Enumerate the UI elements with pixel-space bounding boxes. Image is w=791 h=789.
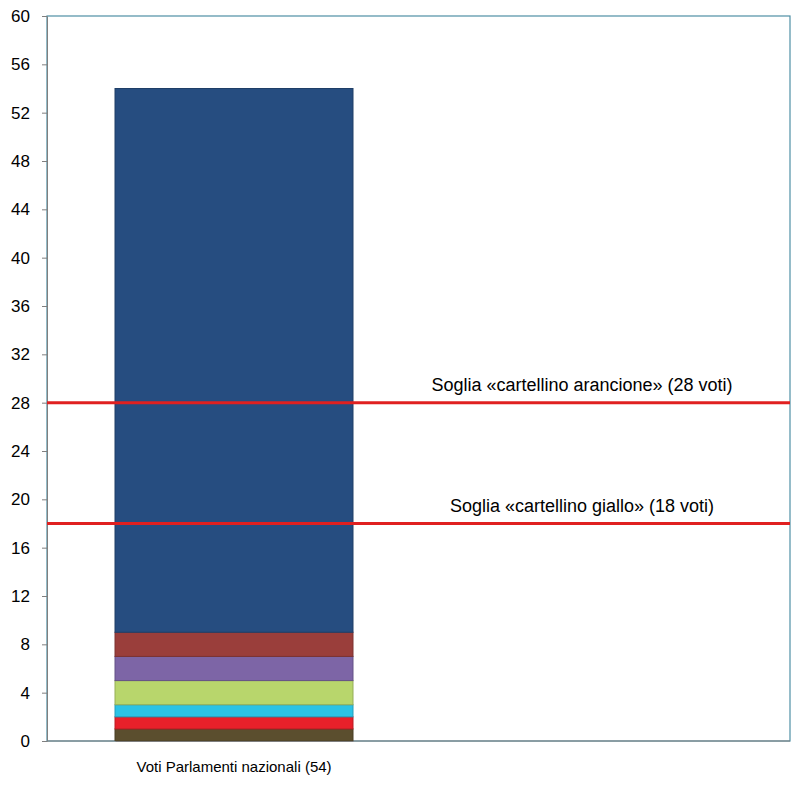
x-tick-label: Voti Parlamenti nazionali (54) [136,758,331,775]
y-tick-mark [42,451,47,452]
y-tick-label: 16 [11,539,30,558]
y-axis-line [47,17,48,742]
bar-segment [115,632,353,656]
y-tick: 56 [11,55,47,74]
y-tick-mark [42,693,47,694]
y-tick: 44 [11,200,47,219]
bar-segment [115,729,353,741]
bar-segment [115,705,353,717]
y-tick: 16 [11,539,47,558]
y-tick: 40 [11,249,47,268]
y-tick-label: 24 [11,442,30,461]
y-tick-mark [42,161,47,162]
bar-segment [115,717,353,729]
x-tick: Voti Parlamenti nazionali (54) [136,758,331,775]
threshold-lines [47,403,790,524]
y-tick-mark [42,64,47,65]
y-tick-mark [42,741,47,742]
chart: 04812162024283236404448525660Voti Parlam… [0,0,791,789]
y-tick-label: 56 [11,55,30,74]
y-tick: 60 [11,7,47,26]
y-tick: 52 [11,104,47,123]
y-tick-label: 4 [21,684,30,703]
bar-segment [115,89,353,633]
y-tick-label: 32 [11,345,30,364]
y-tick: 48 [11,152,47,171]
plot-frame [47,16,790,741]
bar-segment [115,681,353,705]
y-tick-label: 48 [11,152,30,171]
x-axis: Voti Parlamenti nazionali (54) [116,742,354,775]
y-tick-label: 12 [11,587,30,606]
y-axis: 04812162024283236404448525660 [11,7,47,751]
y-tick: 36 [11,297,47,316]
y-tick: 0 [21,732,47,751]
y-tick-label: 44 [11,200,30,219]
y-tick: 4 [21,684,47,703]
bar-segment [115,656,353,680]
y-tick: 8 [21,635,47,654]
y-tick-label: 60 [11,7,30,26]
y-tick-mark [42,644,47,645]
y-tick-mark [42,209,47,210]
y-tick-mark [42,548,47,549]
y-tick: 24 [11,442,47,461]
y-tick-label: 40 [11,249,30,268]
y-tick-mark [42,403,47,404]
y-tick-mark [42,16,47,17]
y-tick-label: 36 [11,297,30,316]
y-tick-mark [42,258,47,259]
y-tick-label: 8 [21,635,30,654]
y-tick: 32 [11,345,47,364]
y-tick-mark [42,499,47,500]
y-tick: 12 [11,587,47,606]
threshold-line [47,522,790,525]
y-tick-label: 28 [11,394,30,413]
bars [115,89,353,742]
y-tick-mark [42,596,47,597]
y-tick: 20 [11,490,47,509]
y-tick-label: 20 [11,490,30,509]
y-tick-label: 0 [21,732,30,751]
threshold-line [47,401,790,404]
y-tick-label: 52 [11,104,30,123]
y-tick: 28 [11,394,47,413]
y-tick-mark [42,354,47,355]
threshold-label: Soglia «cartellino giallo» (18 voti) [450,496,714,516]
threshold-label: Soglia «cartellino arancione» (28 voti) [431,375,732,395]
y-tick-mark [42,113,47,114]
y-tick-mark [42,306,47,307]
